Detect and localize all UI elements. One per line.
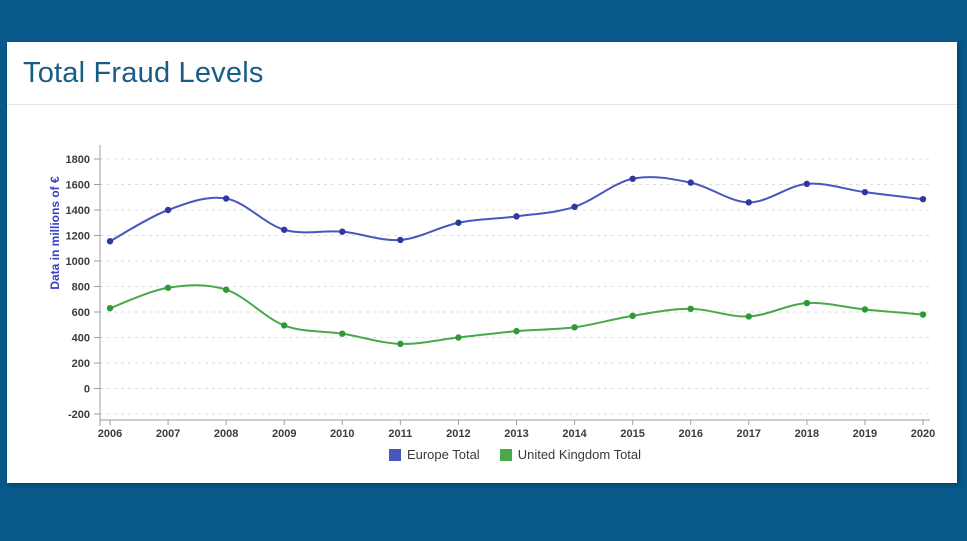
svg-text:2014: 2014: [562, 428, 587, 440]
legend-swatch-europe-total: [388, 448, 401, 461]
svg-text:2018: 2018: [795, 428, 819, 440]
legend-label-europe-total: Europe Total: [406, 447, 480, 462]
svg-text:2013: 2013: [504, 428, 528, 440]
chart-region: 1800 1600 1400 1200 1000 800 600 400 200 0 -200 200…: [7, 105, 957, 482]
legend-item-europe-total[interactable]: Europe Total: [388, 447, 480, 462]
svg-text:2016: 2016: [678, 428, 702, 440]
legend-item-united-kingdom-total[interactable]: United Kingdom Total: [499, 447, 642, 462]
svg-text:2020: 2020: [911, 428, 935, 440]
svg-text:1400: 1400: [66, 205, 90, 217]
legend-swatch-united-kingdom-total: [499, 448, 512, 461]
svg-text:2012: 2012: [446, 428, 470, 440]
svg-text:2009: 2009: [272, 428, 296, 440]
svg-text:600: 600: [72, 307, 90, 319]
svg-text:-200: -200: [68, 409, 90, 421]
svg-text:0: 0: [84, 384, 90, 396]
svg-text:2017: 2017: [737, 428, 761, 440]
svg-text:2019: 2019: [853, 428, 877, 440]
page-title: Total Fraud Levels: [23, 57, 264, 89]
svg-text:2015: 2015: [620, 428, 644, 440]
legend-label-united-kingdom-total: United Kingdom Total: [517, 447, 642, 462]
svg-text:2006: 2006: [98, 428, 122, 440]
chart-legend: Europe Total United Kingdom Total: [100, 447, 930, 462]
fraud-line-chart[interactable]: 1800 1600 1400 1200 1000 800 600 400 200 0 -200 200…: [7, 105, 957, 482]
card-header: Total Fraud Levels: [7, 42, 957, 105]
svg-text:400: 400: [72, 333, 90, 345]
chart-card: Total Fraud Levels 1800 1600 1400 1200 1000 8…: [7, 42, 957, 483]
svg-text:1000: 1000: [66, 256, 90, 268]
svg-text:1200: 1200: [66, 231, 90, 243]
svg-text:1800: 1800: [66, 154, 90, 166]
svg-text:Data in millions of €: Data in millions of €: [48, 176, 62, 290]
svg-text:2011: 2011: [388, 428, 412, 440]
svg-text:800: 800: [72, 282, 90, 294]
svg-text:200: 200: [72, 358, 90, 370]
svg-text:1600: 1600: [66, 180, 90, 192]
svg-text:2008: 2008: [214, 428, 238, 440]
svg-text:2010: 2010: [330, 428, 354, 440]
svg-text:2007: 2007: [156, 428, 180, 440]
